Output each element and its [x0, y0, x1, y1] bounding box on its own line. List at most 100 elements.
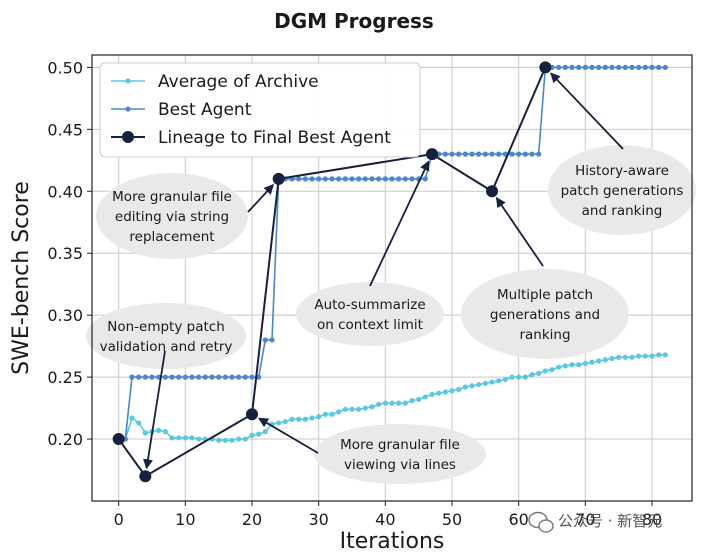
x-tick-label: 20 [242, 510, 262, 529]
average-archive-point [376, 401, 382, 407]
average-archive-point [249, 432, 255, 438]
average-archive-point [236, 436, 242, 442]
average-archive-point [589, 359, 595, 365]
average-archive-point [176, 435, 182, 441]
best-agent-point [142, 374, 148, 380]
average-archive-point [342, 406, 348, 412]
average-archive-point [369, 404, 375, 410]
best-agent-point [169, 374, 175, 380]
average-archive-point [636, 353, 642, 359]
best-agent-point [482, 151, 488, 157]
annotation-bubble [461, 269, 629, 359]
best-agent-point [256, 374, 262, 380]
average-archive-point [489, 379, 495, 385]
average-archive-point [329, 411, 335, 417]
x-tick-label: 40 [375, 510, 395, 529]
best-agent-point [202, 374, 208, 380]
watermark: 公众号 · 新智元 [528, 511, 662, 533]
y-tick-label: 0.25 [47, 368, 83, 387]
average-archive-point [509, 374, 515, 380]
average-archive-point [556, 364, 562, 370]
annotation-text-line: Auto-summarize [314, 297, 425, 313]
average-archive-point [469, 383, 475, 389]
average-archive-point [582, 360, 588, 367]
best-agent-point [209, 374, 215, 380]
annotation-arrow [143, 350, 166, 470]
x-tick-label: 60 [508, 510, 528, 529]
average-archive-point [549, 367, 555, 373]
best-agent-point [329, 176, 335, 182]
average-archive-point [289, 416, 295, 422]
average-archive-point [276, 420, 282, 426]
best-agent-point [489, 151, 495, 157]
average-archive-point [162, 429, 168, 435]
y-axis-label: SWE-bench Score [9, 181, 34, 375]
legend-item: Best Agent [111, 100, 252, 120]
best-agent-point [309, 176, 315, 182]
average-archive-point [449, 388, 455, 394]
wechat-icon [528, 511, 554, 533]
average-archive-point [622, 354, 628, 360]
best-agent-point [349, 176, 355, 182]
average-archive-point [516, 374, 522, 380]
best-agent-point [322, 176, 328, 182]
best-agent-point [402, 176, 408, 182]
average-archive-point [296, 416, 302, 422]
annotation-arrow [495, 197, 544, 267]
legend: Average of Archive Best Agent Lineage to F… [99, 62, 421, 158]
lineage-point [246, 408, 258, 421]
average-archive-point [282, 419, 288, 425]
average-archive-point [436, 390, 442, 396]
average-archive-point [562, 363, 568, 369]
average-archive-point [189, 435, 195, 441]
average-archive-point [136, 420, 142, 426]
x-tick-label: 10 [175, 510, 195, 529]
average-archive-point [662, 352, 668, 358]
y-tick-label: 0.20 [47, 430, 83, 449]
best-agent-point [616, 64, 622, 70]
average-archive-point [336, 409, 342, 415]
best-agent-point [469, 151, 475, 157]
average-archive-point [642, 353, 648, 359]
average-archive-point [182, 435, 188, 441]
average-archive-point [302, 416, 308, 422]
best-agent-point [636, 64, 642, 70]
best-agent-point [609, 64, 615, 70]
best-agent-point [556, 64, 562, 70]
average-archive-point [142, 430, 148, 436]
best-agent-point [262, 337, 268, 343]
y-tick-label: 0.50 [47, 58, 83, 77]
best-agent-point [216, 374, 222, 380]
average-archive-point [322, 411, 328, 417]
best-agent-point [602, 64, 608, 70]
annotation-callout: More granular file viewing via lines [314, 424, 486, 484]
annotation-text-line: Non-empty patch [107, 319, 225, 335]
best-agent-point [229, 374, 235, 380]
annotation-text-line: validation and retry [100, 339, 233, 355]
best-agent-point [136, 374, 142, 380]
best-agent-point [522, 151, 528, 157]
x-tick-label: 80 [642, 510, 662, 529]
annotation-bubble [296, 282, 444, 346]
best-agent-point [149, 374, 155, 380]
lineage-point [112, 433, 125, 446]
annotation-text-line: More granular file [112, 189, 232, 205]
legend-label: Lineage to Final Best Agent [158, 128, 391, 148]
average-archive-point [609, 355, 615, 362]
x-tick-label: 0 [114, 510, 124, 529]
axis-ticks: 0 10 20 30 40 50 60 70 80 0.20 0.25 0.30 0.35 0.40 0.4… [47, 58, 662, 529]
average-archive-point [309, 415, 315, 421]
average-archive-point [409, 398, 415, 404]
annotation-text-line: generations and [490, 307, 600, 323]
best-agent-point [529, 151, 535, 157]
annotation-bubble [548, 145, 696, 235]
best-agent-point [576, 64, 582, 70]
legend-label: Average of Archive [158, 72, 319, 92]
best-agent-point [442, 151, 448, 157]
best-agent-point [649, 64, 655, 70]
average-archive-point [402, 400, 408, 406]
annotation-callout: More granular file editing via string repl… [96, 173, 248, 259]
annotation-text-line: and ranking [582, 203, 663, 219]
best-agent-point [376, 176, 382, 182]
x-axis-label: Iterations [340, 529, 445, 552]
